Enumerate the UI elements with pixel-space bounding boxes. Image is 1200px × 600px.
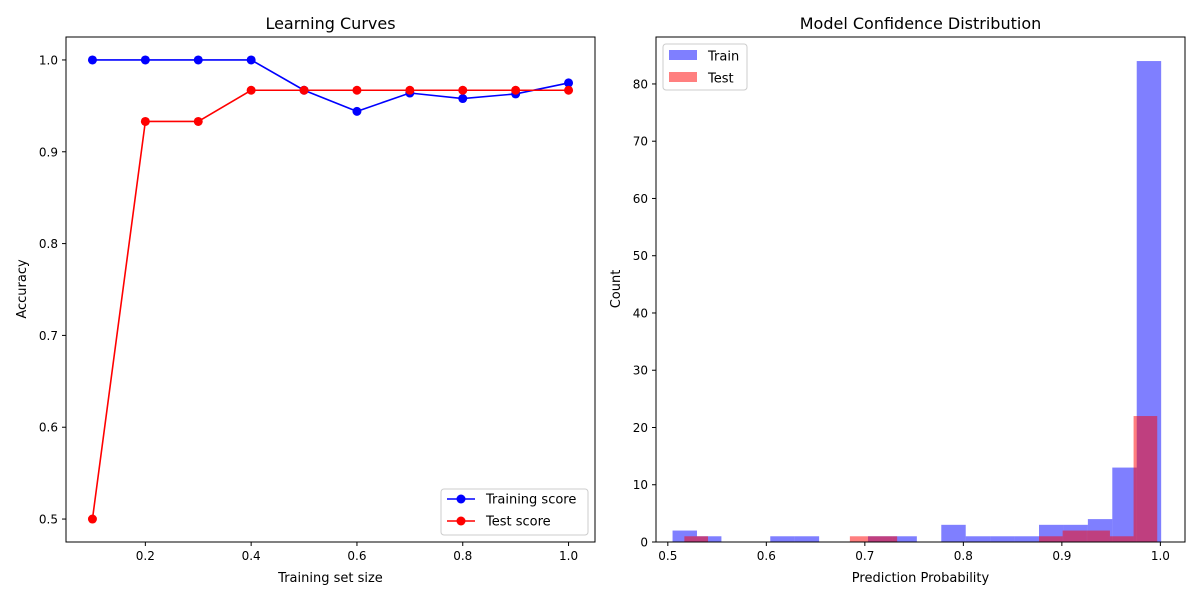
chart-title: Model Confidence Distribution (800, 14, 1042, 33)
y-tick-label: 0.8 (39, 237, 58, 251)
test-histogram-bar (684, 536, 709, 542)
test-score-point (352, 85, 362, 95)
train-histogram-bar (892, 536, 917, 542)
train-histogram-bar (696, 536, 722, 542)
x-ticks: 0.5 0.6 0.7 0.8 0.9 1.0 (658, 542, 1170, 563)
train-histogram-bar (1112, 467, 1137, 542)
x-tick-label: 1.0 (559, 549, 578, 563)
y-axis-label: Count (609, 270, 624, 309)
test-histogram-bar (1062, 530, 1087, 542)
legend: Training score Test score (440, 488, 589, 536)
legend-marker-training (456, 494, 466, 504)
plot-area (87, 55, 574, 524)
train-histogram-bar (1014, 536, 1040, 542)
train-histogram-bar (941, 524, 966, 542)
x-tick-label: 0.7 (855, 549, 874, 563)
y-tick-label: 70 (633, 135, 648, 149)
x-axis-label: Training set size (277, 571, 383, 586)
test-histogram-bar (849, 536, 874, 542)
y-tick-label: 50 (633, 249, 648, 263)
y-tick-label: 60 (633, 192, 648, 206)
y-tick-label: 0.6 (39, 421, 58, 435)
test-histogram-bar (1133, 416, 1158, 542)
test-histogram-bar (1086, 530, 1110, 542)
training-score-point (246, 55, 256, 65)
x-ticks: 0.2 0.4 0.6 0.8 1.0 (136, 542, 578, 563)
legend-label-train: Train (707, 50, 739, 65)
x-tick-label: 1.0 (1151, 549, 1170, 563)
y-tick-label: 0 (640, 536, 648, 550)
y-tick-label: 1.0 (39, 53, 58, 67)
confidence-histogram-chart: Model Confidence Distribution Prediction… (609, 14, 1186, 586)
test-score-point (405, 85, 415, 95)
x-tick-label: 0.8 (954, 549, 973, 563)
x-tick-label: 0.6 (757, 549, 776, 563)
legend-label-test: Test (707, 72, 734, 87)
training-score-point (87, 55, 97, 65)
x-tick-label: 0.4 (242, 549, 261, 563)
test-score-point (564, 85, 574, 95)
training-score-point (458, 94, 468, 104)
training-score-point (564, 78, 574, 88)
y-axis-label: Accuracy (15, 259, 30, 319)
x-tick-label: 0.2 (136, 549, 155, 563)
y-tick-label: 40 (633, 306, 648, 320)
train-histogram-bar (794, 536, 820, 542)
training-score-point (193, 55, 203, 65)
test-score-line (91, 89, 569, 520)
train-histogram-bar (990, 536, 1015, 542)
x-tick-label: 0.9 (1052, 549, 1071, 563)
legend-box (440, 488, 589, 536)
test-score-point (299, 85, 309, 95)
training-score-point (352, 106, 362, 116)
test-histogram-bar (1109, 536, 1134, 542)
y-ticks: 0.5 0.6 0.7 0.8 0.9 1.0 (39, 53, 66, 527)
axes-frame (65, 36, 596, 543)
legend-swatch-test (669, 72, 697, 82)
test-score-point (246, 85, 256, 95)
y-ticks: 0 10 20 30 40 50 60 70 80 (633, 77, 656, 550)
y-tick-label: 10 (633, 478, 648, 492)
x-tick-label: 0.6 (347, 549, 366, 563)
test-histogram-bar (873, 536, 898, 542)
training-score-point (140, 55, 150, 65)
train-histogram-bar (965, 536, 991, 542)
test-score-point (511, 85, 521, 95)
y-tick-label: 0.7 (39, 329, 58, 343)
y-tick-label: 20 (633, 421, 648, 435)
test-score-point (458, 85, 468, 95)
train-histogram-bar (770, 536, 795, 542)
test-histogram-bar (1039, 536, 1063, 542)
test-score-point (140, 116, 150, 126)
test-score-point (87, 514, 97, 524)
axes-frame (655, 36, 1186, 543)
plot-area (672, 61, 1162, 543)
y-tick-label: 0.5 (39, 513, 58, 527)
y-tick-label: 30 (633, 364, 648, 378)
x-tick-label: 0.5 (658, 549, 677, 563)
y-tick-label: 0.9 (39, 145, 58, 159)
learning-curves-chart: Learning Curves Training set size Accura… (15, 14, 596, 586)
y-tick-label: 80 (633, 77, 648, 91)
x-axis-label: Prediction Probability (852, 571, 990, 586)
legend-marker-test (456, 516, 466, 526)
legend-label-training: Training score (485, 493, 576, 508)
chart-title: Learning Curves (265, 14, 395, 33)
test-score-point (193, 116, 203, 126)
training-score-line (92, 59, 569, 113)
legend-swatch-train (669, 50, 697, 60)
legend-label-test: Test score (485, 515, 551, 530)
x-tick-label: 0.8 (453, 549, 472, 563)
legend: Train Test (662, 43, 748, 91)
